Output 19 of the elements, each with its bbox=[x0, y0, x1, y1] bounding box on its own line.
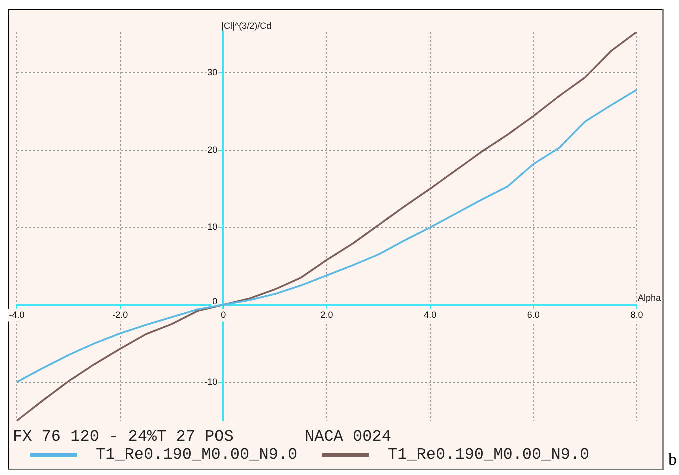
text: FX 76 120 - 24%T 27 POS bbox=[13, 428, 235, 447]
y-tick-label: 0 bbox=[212, 296, 218, 306]
y-axis-title: |Cl|^(3/2)/Cd bbox=[222, 21, 272, 31]
text: NACA 0024 bbox=[305, 428, 392, 447]
x-axis-title: Alpha bbox=[638, 292, 661, 303]
x-tick-label: 2.0 bbox=[320, 310, 334, 320]
legend-label: T1_Re0.190_M0.00_N9.0 bbox=[388, 446, 590, 464]
x-tick-label: 6.0 bbox=[527, 310, 540, 320]
x-tick-label: 0 bbox=[221, 310, 226, 320]
y-tick-label: -10 bbox=[204, 376, 218, 387]
x-tick-label: -2.0 bbox=[112, 310, 128, 320]
y-tick-label: 20 bbox=[208, 144, 218, 155]
legend-label: T1_Re0.190_M0.00_N9.0 bbox=[96, 446, 298, 464]
x-tick-label: -4.0 bbox=[9, 310, 25, 320]
text: b bbox=[668, 450, 677, 470]
y-tick-label: 10 bbox=[208, 222, 218, 232]
y-tick-label: 30 bbox=[208, 67, 218, 78]
x-tick-label: 8.0 bbox=[630, 310, 644, 320]
x-tick-label: 4.0 bbox=[424, 310, 437, 320]
